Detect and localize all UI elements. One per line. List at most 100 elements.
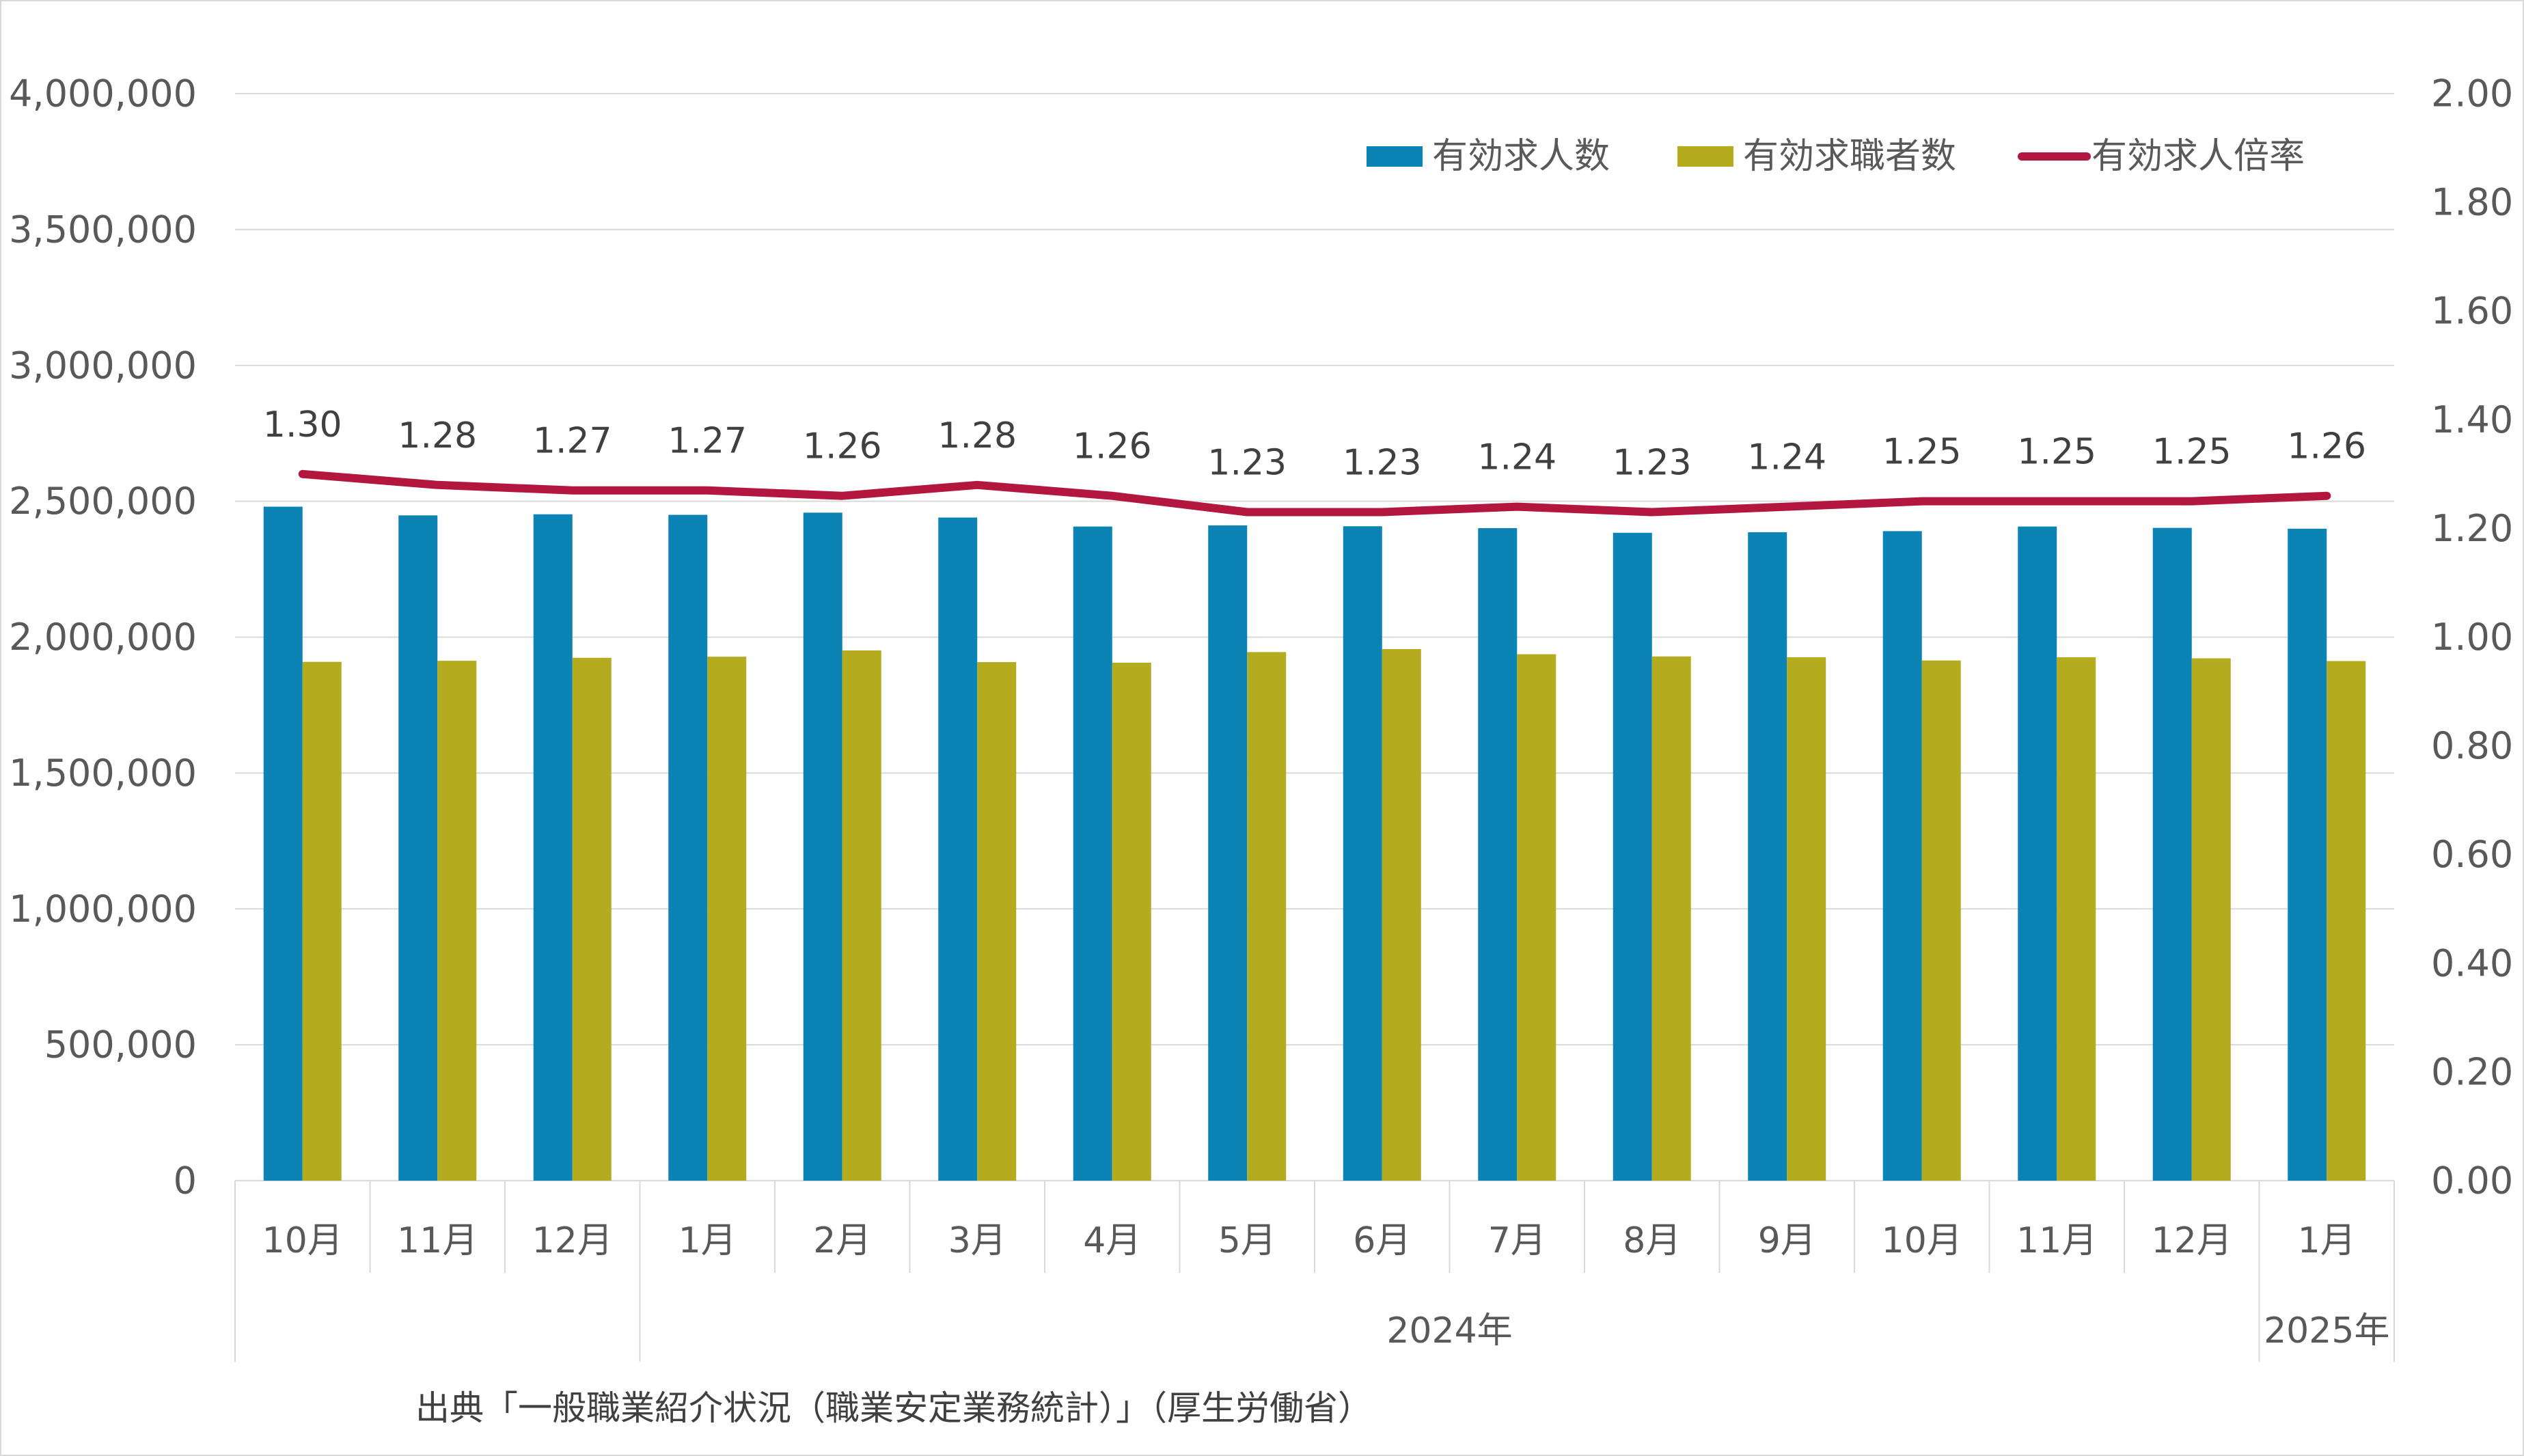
bar-job-seekers bbox=[1787, 657, 1826, 1181]
bar-job-seekers bbox=[437, 661, 477, 1181]
data-label: 1.27 bbox=[668, 421, 747, 462]
bar-job-openings bbox=[1478, 528, 1518, 1181]
category-label: 11月 bbox=[2016, 1220, 2097, 1261]
bar-job-seekers bbox=[1112, 662, 1151, 1181]
year-label: 2024年 bbox=[1386, 1310, 1512, 1351]
right-axis: 0.00 0.20 0.40 0.60 0.80 1.00 1.20 1.40 1.60 1.80… bbox=[2431, 72, 2513, 1203]
bar-job-openings bbox=[2288, 528, 2327, 1181]
category-label: 1月 bbox=[2298, 1220, 2356, 1261]
category-label: 5月 bbox=[1218, 1220, 1276, 1261]
right-axis-tick-label: 0.60 bbox=[2431, 833, 2513, 876]
legend-item-job-openings: 有効求人数 bbox=[1367, 136, 1610, 177]
ratio-line-group bbox=[298, 469, 2331, 517]
legend: 有効求人数 有効求職者数 有効求人倍率 bbox=[1367, 136, 2305, 177]
year-label: 2025年 bbox=[2264, 1310, 2389, 1351]
bar-job-seekers bbox=[2327, 661, 2366, 1181]
category-axis: 10月 11月 12月 1月 2月 3月 4月 5月 6月 7月 8月 9月 10月 11月 12月 1月 20… bbox=[234, 1181, 2395, 1362]
data-labels: 1.30 1.28 1.27 1.27 1.26 1.28 1.26 1.23 1.23 1.24… bbox=[263, 404, 2366, 484]
bar-job-seekers bbox=[977, 662, 1017, 1181]
category-label: 12月 bbox=[2152, 1220, 2232, 1261]
line-job-opening-ratio bbox=[298, 469, 2331, 517]
category-label: 2月 bbox=[813, 1220, 871, 1261]
category-label: 9月 bbox=[1758, 1220, 1816, 1261]
right-axis-tick-label: 1.60 bbox=[2431, 290, 2513, 333]
legend-item-job-opening-ratio: 有効求人倍率 bbox=[2018, 136, 2305, 177]
bars bbox=[263, 506, 2366, 1181]
left-axis-tick-label: 4,000,000 bbox=[9, 72, 197, 115]
category-label: 1月 bbox=[678, 1220, 737, 1261]
right-axis-tick-label: 2.00 bbox=[2431, 72, 2513, 115]
left-axis-tick-label: 1,000,000 bbox=[9, 888, 197, 931]
left-axis-tick-label: 2,000,000 bbox=[9, 616, 197, 659]
right-axis-tick-label: 0.20 bbox=[2431, 1050, 2513, 1093]
right-axis-tick-label: 0.80 bbox=[2431, 724, 2513, 767]
left-axis-tick-label: 2,500,000 bbox=[9, 480, 197, 523]
data-label: 1.26 bbox=[1073, 426, 1152, 467]
data-label: 1.28 bbox=[937, 415, 1017, 456]
legend-item-job-seekers: 有効求職者数 bbox=[1677, 136, 1956, 177]
category-label: 3月 bbox=[948, 1220, 1006, 1261]
data-label: 1.25 bbox=[2017, 432, 2096, 473]
bar-job-seekers bbox=[2191, 658, 2231, 1181]
right-axis-tick-label: 0.40 bbox=[2431, 942, 2513, 985]
left-axis-tick-label: 1,500,000 bbox=[9, 752, 197, 795]
bar-job-openings bbox=[1073, 526, 1112, 1181]
bar-job-seekers bbox=[1382, 649, 1421, 1181]
data-label: 1.24 bbox=[1747, 437, 1826, 478]
right-axis-tick-label: 0.00 bbox=[2431, 1159, 2513, 1203]
bar-job-seekers bbox=[1247, 652, 1287, 1181]
category-label: 6月 bbox=[1353, 1220, 1411, 1261]
right-axis-tick-label: 1.80 bbox=[2431, 181, 2513, 224]
bar-job-openings bbox=[1613, 532, 1652, 1181]
bar-job-openings bbox=[1748, 532, 1787, 1181]
source-note: 出典「一般職業紹介状況（職業安定業務統計）」（厚生労働省） bbox=[415, 1388, 1372, 1428]
bar-job-openings bbox=[1882, 531, 1922, 1181]
bar-job-seekers bbox=[1651, 656, 1691, 1181]
left-axis-tick-label: 3,000,000 bbox=[9, 344, 197, 387]
category-label: 11月 bbox=[397, 1220, 478, 1261]
data-label: 1.30 bbox=[263, 404, 342, 445]
data-label: 1.26 bbox=[2287, 426, 2366, 467]
bar-job-openings bbox=[2152, 527, 2192, 1181]
category-label: 4月 bbox=[1083, 1220, 1141, 1261]
right-axis-tick-label: 1.40 bbox=[2431, 398, 2513, 441]
right-axis-tick-label: 1.00 bbox=[2431, 616, 2513, 659]
category-label: 10月 bbox=[1882, 1220, 1962, 1261]
legend-swatch bbox=[1677, 146, 1733, 167]
bar-job-openings bbox=[1343, 526, 1382, 1181]
data-label: 1.27 bbox=[533, 421, 612, 462]
bar-job-openings bbox=[398, 515, 438, 1181]
category-label: 12月 bbox=[532, 1220, 613, 1261]
left-axis-tick-label: 500,000 bbox=[44, 1024, 197, 1067]
data-label: 1.23 bbox=[1613, 443, 1692, 484]
bar-job-seekers bbox=[1921, 660, 1961, 1181]
bar-job-seekers bbox=[842, 650, 881, 1181]
category-label: 10月 bbox=[262, 1220, 343, 1261]
data-label: 1.24 bbox=[1477, 437, 1556, 478]
bar-job-seekers bbox=[572, 657, 612, 1181]
category-label: 7月 bbox=[1488, 1220, 1546, 1261]
data-label: 1.25 bbox=[1882, 432, 1962, 473]
bar-job-seekers bbox=[2057, 657, 2096, 1181]
legend-swatch bbox=[1367, 146, 1423, 167]
data-label: 1.26 bbox=[803, 426, 882, 467]
right-axis-tick-label: 1.20 bbox=[2431, 507, 2513, 550]
legend-label: 有効求人数 bbox=[1432, 136, 1610, 177]
left-axis: 0 500,000 1,000,000 1,500,000 2,000,000 2,500… bbox=[9, 72, 197, 1203]
bar-job-openings bbox=[2018, 526, 2057, 1181]
data-label: 1.23 bbox=[1343, 443, 1422, 484]
bar-job-openings bbox=[1208, 525, 1248, 1181]
data-label: 1.23 bbox=[1207, 443, 1287, 484]
bar-job-openings bbox=[938, 517, 978, 1181]
bar-job-seekers bbox=[302, 661, 342, 1181]
bar-job-openings bbox=[803, 512, 842, 1181]
bar-job-openings bbox=[533, 514, 573, 1181]
data-label: 1.25 bbox=[2152, 432, 2232, 473]
legend-label: 有効求職者数 bbox=[1743, 136, 1956, 177]
bar-job-seekers bbox=[1517, 654, 1556, 1181]
data-label: 1.28 bbox=[398, 415, 477, 456]
bar-job-openings bbox=[263, 506, 303, 1181]
left-axis-tick-label: 3,500,000 bbox=[9, 208, 197, 251]
bar-job-seekers bbox=[707, 657, 747, 1181]
